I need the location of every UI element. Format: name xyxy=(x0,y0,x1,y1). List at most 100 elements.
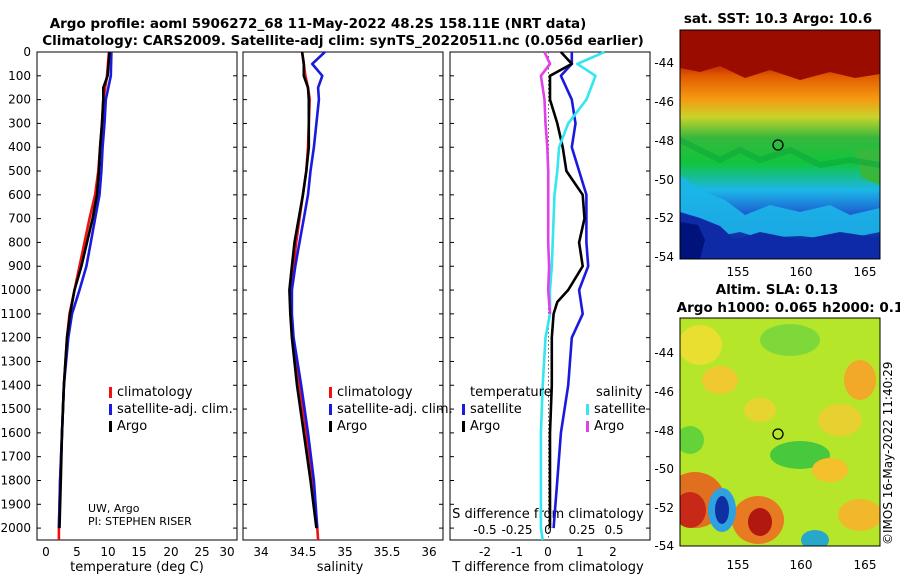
pressure-tick: 1800 xyxy=(0,473,31,487)
lon-tick: 165 xyxy=(854,558,877,572)
pressure-tick: 200 xyxy=(8,93,31,107)
lon-tick: 160 xyxy=(790,265,813,279)
legend-swatch-s-argo xyxy=(586,421,589,432)
sla-map-frame xyxy=(679,317,881,547)
pressure-tick: 1700 xyxy=(0,450,31,464)
legend-label: Argo xyxy=(337,419,367,434)
temp-tick: 0 xyxy=(42,545,50,559)
series-line-temperature-satellite xyxy=(552,52,590,529)
pressure-tick: 600 xyxy=(8,188,31,202)
sla-blob xyxy=(770,441,830,469)
temp-tick: 20 xyxy=(163,545,178,559)
pressure-tick: 300 xyxy=(8,116,31,130)
sst-cool-band xyxy=(680,175,880,240)
legend-swatch-argo xyxy=(329,421,332,432)
sla-blob xyxy=(702,366,738,394)
tdiff-tick: 0 xyxy=(544,545,552,559)
temp-tick: 10 xyxy=(100,545,115,559)
legend-title-salinity: salinity xyxy=(596,385,643,400)
sla-float-position xyxy=(772,428,784,440)
temp-tick: 15 xyxy=(131,545,146,559)
copyright-watermark: ©IMOS 16-May-2022 11:40:29 xyxy=(881,361,895,545)
sla-blob xyxy=(715,496,729,524)
tdiff-tick: 2 xyxy=(609,545,617,559)
sla-lat-ticks: -44 -46 -48 -50 -52 -54 xyxy=(654,346,674,553)
sal-tick: 35.5 xyxy=(374,545,401,559)
lon-tick: 155 xyxy=(727,265,750,279)
sla-blob xyxy=(812,458,848,482)
sla-lon-ticks: 155 160 165 xyxy=(727,558,877,572)
temperature-profiles xyxy=(57,51,113,540)
series-line-satellite-adj-clim xyxy=(290,51,326,529)
legend-swatch-t-satellite xyxy=(462,404,465,415)
sst-green-patch xyxy=(855,148,880,185)
pressure-tick: 900 xyxy=(8,259,31,273)
sla-map-title-2: Argo h1000: 0.065 h2000: 0.1 xyxy=(677,300,900,316)
difference-profiles xyxy=(539,50,606,541)
series-line-argo xyxy=(288,51,318,529)
legend-label: Argo xyxy=(470,419,500,434)
series-line-satellite-adj-clim xyxy=(57,51,113,529)
pressure-tick: 800 xyxy=(8,235,31,249)
legend-swatch-satellite xyxy=(109,404,112,415)
sla-blob xyxy=(838,499,880,531)
lat-tick: -48 xyxy=(654,134,674,148)
tdiff-tick: -2 xyxy=(479,545,491,559)
lat-tick: -46 xyxy=(654,95,674,109)
lat-tick: -50 xyxy=(654,462,674,476)
difference-legend: temperature salinity satellite Argo sate… xyxy=(462,385,646,434)
title-line1: Argo profile: aoml 5906272_68 11-May-202… xyxy=(50,16,587,32)
sla-blob xyxy=(744,398,776,422)
tick-marks xyxy=(37,51,650,529)
tdiff-xlabel: T difference from climatology xyxy=(451,560,644,575)
title-line2: Climatology: CARS2009. Satellite-adj cli… xyxy=(42,33,644,49)
temp-tick: 5 xyxy=(73,545,81,559)
pressure-tick: 700 xyxy=(8,212,31,226)
pressure-tick: 1300 xyxy=(0,354,31,368)
series-line-temperature-argo xyxy=(548,51,586,529)
pressure-tick: 1600 xyxy=(0,426,31,440)
temp-tick: 25 xyxy=(194,545,209,559)
temperature-tick-labels: 0 5 10 15 20 25 30 xyxy=(42,545,234,559)
sdiff-tick: 0 xyxy=(544,523,552,537)
sla-blob xyxy=(760,324,820,356)
pressure-tick: 100 xyxy=(8,69,31,83)
lat-tick: -54 xyxy=(654,250,674,264)
sla-blob xyxy=(748,508,772,536)
legend-label: climatology xyxy=(337,385,413,400)
sst-warm-front xyxy=(680,30,880,80)
pressure-tick: 500 xyxy=(8,164,31,178)
legend-label: satellite-adj. clim. xyxy=(117,402,233,417)
legend-label: Argo xyxy=(594,419,624,434)
pressure-tick: 1000 xyxy=(0,283,31,297)
legend-label: satellite-adj. clim. xyxy=(337,402,453,417)
pressure-tick: 2000 xyxy=(0,521,31,535)
legend-swatch-argo xyxy=(109,421,112,432)
legend-label: satellite xyxy=(594,402,646,417)
sst-lon-ticks: 155 160 165 xyxy=(727,265,877,279)
sla-blob xyxy=(680,325,722,365)
sst-float-position xyxy=(772,139,784,151)
lon-tick: 155 xyxy=(727,558,750,572)
salinity-xlabel: salinity xyxy=(317,560,364,575)
sal-tick: 36 xyxy=(421,545,436,559)
sla-map xyxy=(680,318,880,546)
sdiff-tick-labels: -0.5 -0.25 0 0.25 0.5 xyxy=(473,523,623,537)
lon-tick: 165 xyxy=(854,265,877,279)
lat-tick: -52 xyxy=(654,211,674,225)
sdiff-tick: 0.25 xyxy=(569,523,596,537)
salinity-axes xyxy=(242,51,444,541)
pressure-tick: 1200 xyxy=(0,331,31,345)
lat-tick: -44 xyxy=(654,56,674,70)
sst-map-frame xyxy=(679,29,881,260)
sla-map-title-1: Altim. SLA: 0.13 xyxy=(716,282,838,298)
series-line-salinity-argo xyxy=(539,51,552,314)
sla-blob xyxy=(680,492,706,528)
series-line-argo xyxy=(58,51,111,529)
legend-swatch-climatology xyxy=(329,387,332,398)
tdiff-tick: 1 xyxy=(576,545,584,559)
pressure-tick: 400 xyxy=(8,140,31,154)
pressure-tick: 1900 xyxy=(0,497,31,511)
pressure-tick: 1400 xyxy=(0,378,31,392)
sst-map-title: sat. SST: 10.3 Argo: 10.6 xyxy=(684,11,872,27)
